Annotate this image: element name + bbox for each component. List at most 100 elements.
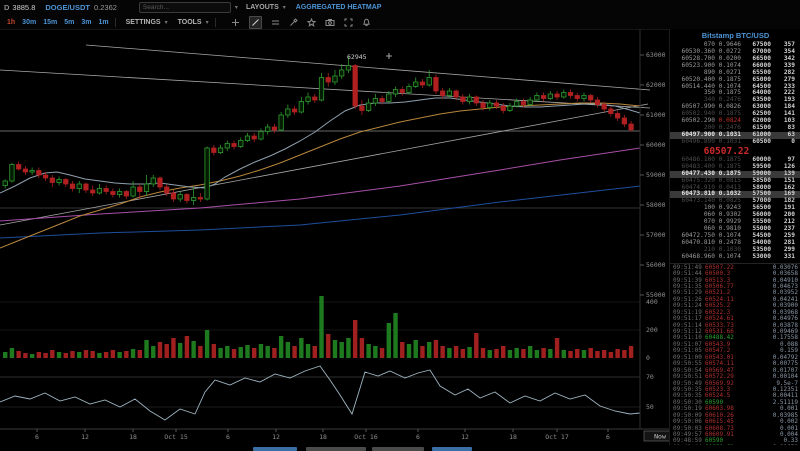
candle-body (184, 194, 190, 201)
candle-body (2, 180, 8, 186)
trendline-tool-icon[interactable] (248, 15, 262, 29)
orderbook-bid-row[interactable]: 60473.140 0.0825 57000 182 (670, 197, 800, 205)
crosshair-plus-icon[interactable] (231, 18, 240, 27)
search-caret-icon[interactable]: ▾ (234, 5, 238, 11)
trade-amount: 0.03968 (772, 308, 798, 316)
trade-row: 09:51:07 60543.9 0.088 (670, 341, 800, 348)
brush-icon[interactable] (289, 17, 298, 27)
orderbook-bid-row[interactable]: 100 0.9243 56500 191 (670, 204, 800, 212)
trade-time: 09:51:19 (673, 308, 702, 316)
timeframe-1h[interactable]: 1h (7, 18, 16, 26)
orderbook-cell: 62000 (752, 117, 771, 125)
volume-bar (541, 348, 546, 358)
fullscreen-icon[interactable] (344, 18, 353, 27)
orderbook-bid-row[interactable]: 070 0.9929 55500 212 (670, 218, 800, 226)
orderbook-cell: 184 (783, 103, 795, 111)
timeframe-15m[interactable]: 15m (43, 18, 58, 26)
timeframe-3m[interactable]: 3m (81, 18, 92, 26)
candle-body (36, 170, 42, 176)
orderbook-cell: 60530.360 (681, 47, 715, 55)
candle-body (251, 135, 257, 140)
candle-body (265, 126, 271, 132)
time-axis-label: Oct 15 (164, 433, 188, 441)
orderbook-ask-row[interactable]: 070 0.9646 67500 357 (670, 41, 800, 49)
time-axis-label: Oct 17 (545, 433, 569, 441)
orderbook-bid-row[interactable]: 60486.100 0.1875 60000 97 (670, 156, 800, 164)
volume-bar (447, 348, 452, 358)
orderbook-cell: 0.1875 (718, 162, 741, 170)
tools-menu[interactable]: TOOLS (177, 18, 202, 26)
orderbook-bid-row[interactable]: 60477.430 0.1875 59000 139 (670, 169, 800, 178)
orderbook-ask-row[interactable]: 890 0.0271 65500 282 (670, 68, 800, 77)
orderbook-ask-row[interactable]: 60528.700 0.0200 66500 342 (670, 55, 800, 63)
orderbook-ask-row[interactable]: 60530.360 0.0272 67000 354 (670, 47, 800, 56)
trade-time: 09:48:59 (673, 437, 702, 445)
orderbook-cell: 0.0271 (718, 68, 741, 76)
orderbook-bid-row[interactable]: 60474.910 0.0413 58000 162 (670, 183, 800, 192)
orderbook-cell: 56500 (752, 204, 771, 212)
orderbook-ask-row[interactable]: 60502.940 0.1875 62500 141 (670, 110, 800, 118)
candle-body (157, 177, 163, 188)
bell-icon[interactable] (362, 18, 371, 27)
orderbook-cell: 60474.910 (681, 183, 715, 191)
horizontal-lines-icon[interactable] (271, 18, 280, 27)
timeframe-1m[interactable]: 1m (98, 18, 109, 26)
orderbook-bid-row[interactable]: 060 0.9810 55000 237 (670, 225, 800, 233)
aggregated-heatmap-link[interactable]: AGGREGATED HEATMAP (295, 4, 382, 11)
settings-menu[interactable]: SETTINGS (125, 18, 161, 26)
trade-price: 60500.3 (705, 270, 731, 278)
layouts-menu[interactable]: LAYOUTS (245, 4, 279, 11)
orderbook-bid-row[interactable]: 60472.750 0.1074 54500 259 (670, 231, 800, 240)
volume-bar (124, 351, 129, 358)
search-input[interactable] (138, 2, 231, 13)
trade-price: 60574.11 (705, 360, 734, 368)
star-icon[interactable] (306, 17, 316, 27)
orderbook-bid-row[interactable]: 60475.320 0.0815 58500 151 (670, 176, 800, 185)
orderbook-ask-row[interactable]: 60496.890 0.1031 60500 0 (670, 137, 800, 146)
trade-amount: 0.159 (779, 347, 798, 355)
orderbook-bid-row[interactable]: 210 0.1030 53500 299 (670, 246, 800, 254)
timeframe-5m[interactable]: 5m (64, 18, 75, 26)
orderbook-cell: 0.1074 (718, 231, 741, 239)
orderbook-ask-row[interactable]: 60520.400 0.1875 65000 279 (670, 76, 800, 84)
candle-body (541, 95, 547, 99)
volume-bar (359, 338, 365, 358)
orderbook-ask-row[interactable]: 200 0.2476 61500 83 (670, 124, 800, 132)
time-axis-label: 18 (319, 433, 327, 441)
orderbook-ask-row[interactable]: 60507.990 0.0826 63000 184 (670, 103, 800, 111)
orderbook-cell: 0 (791, 137, 795, 145)
trade-amount: 0.00775 (772, 360, 798, 368)
orderbook-bid-row[interactable]: 60483.400 0.1875 59500 126 (670, 162, 800, 171)
orderbook-bid-row[interactable]: 60468.960 0.1074 53000 331 (670, 253, 800, 261)
orderbook-cell: 60514.440 (681, 82, 715, 90)
orderbook-ask-row[interactable]: 60523.900 0.1074 66000 339 (670, 62, 800, 70)
orderbook-ask-row[interactable]: 350 0.1875 64000 222 (670, 90, 800, 97)
trade-price: 60506.77 (705, 282, 734, 290)
orderbook-cell: 59000 (752, 169, 771, 177)
orderbook-bid-row[interactable]: 060 0.9302 56000 200 (670, 211, 800, 219)
candle-body (446, 90, 452, 96)
trade-amount: 0.04976 (772, 315, 798, 323)
orderbook-bid-row[interactable]: 60473.810 0.1032 57500 169 (670, 191, 800, 199)
candle-body (177, 194, 183, 200)
volume-bar (70, 351, 75, 358)
candle-body (527, 99, 533, 105)
candle-body (164, 186, 170, 194)
orderbook-ask-row[interactable]: 60514.440 0.1074 64500 233 (670, 82, 800, 91)
timeframe-30m[interactable]: 30m (22, 18, 37, 26)
trade-time: 09:51:35 (673, 282, 702, 290)
layouts-caret-icon: ▾ (282, 5, 286, 11)
chart-toolbar: 1h 30m 15m 5m 3m 1m SETTINGS ▾ TOOLS ▾ (0, 15, 800, 30)
orderbook-cell: 0.0824 (718, 117, 741, 125)
orderbook-bid-row[interactable]: 60470.810 0.2478 54000 281 (670, 239, 800, 247)
orderbook-ask-row[interactable]: 340 0.2476 63500 193 (670, 96, 800, 104)
ticker-pair[interactable]: DOGE/USDT (45, 3, 90, 12)
price-axis-label: 60000 (646, 141, 666, 149)
orderbook-ask-row[interactable]: 60502.290 0.0824 62000 103 (670, 117, 800, 125)
orderbook-title[interactable]: Bitstamp BTC/USD (701, 31, 770, 40)
ticker-pair-price: 0.2362 (93, 3, 117, 12)
orderbook-ask-row[interactable]: 60497.900 0.1031 61000 63 (670, 131, 800, 139)
orderbook-cell: 0.0815 (718, 176, 741, 184)
camera-icon[interactable] (325, 18, 335, 27)
